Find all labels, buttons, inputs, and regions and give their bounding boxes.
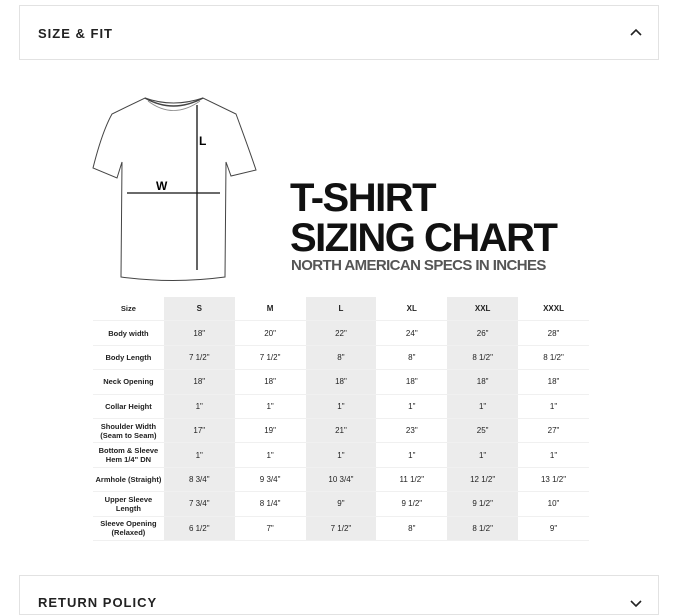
size-table: Size S M L XL XXL XXXL Body width 18" 20" 22" 24" 26… (93, 297, 589, 541)
table-cell: 11 1/2" (376, 467, 448, 493)
table-cell: 18" (376, 369, 448, 395)
table-cell: 18" (518, 369, 589, 395)
accordion-title: RETURN POLICY (38, 595, 158, 610)
table-cell: 6 1/2" (163, 516, 235, 541)
chevron-up (630, 28, 642, 36)
table-cell: 1" (447, 442, 519, 468)
table-cell: 8" (305, 345, 377, 371)
row-label: Sleeve Opening (Relaxed) (93, 516, 164, 541)
table-cell: M (234, 297, 306, 322)
table-cell: 8 1/2" (447, 345, 519, 371)
table-cell: 22" (305, 320, 377, 346)
table-cell: 26" (447, 320, 519, 346)
table-cell: 8 3/4" (163, 467, 235, 493)
table-row: Shoulder Width (Seam to Seam) 17" 19" 21" 23… (93, 418, 589, 444)
table-cell: 18" (163, 369, 235, 395)
table-cell: L (305, 297, 377, 322)
tshirt-diagram: W L (92, 97, 257, 281)
table-cell: XL (376, 297, 448, 322)
table-cell: 18" (234, 369, 306, 395)
table-cell: 23" (376, 418, 448, 444)
table-cell: 19" (234, 418, 306, 444)
accordion-header[interactable]: RETURN POLICY (19, 575, 659, 615)
table-row: Bottom & Sleeve Hem 1/4" DN 1" 1" 1" 1" 1" 1" (93, 442, 589, 468)
table-cell: S (163, 297, 235, 322)
chevron-down (630, 600, 642, 608)
row-label: Neck Opening (93, 369, 164, 395)
table-cell: 1" (305, 394, 377, 419)
row-label: Armhole (Straight) (93, 467, 164, 493)
table-cell: 9 1/2" (376, 491, 448, 517)
chart-title: SIZING CHART (290, 216, 558, 260)
table-cell: 20" (234, 320, 306, 346)
table-cell: 8 1/2" (447, 516, 519, 541)
table-cell: 7 3/4" (163, 491, 235, 517)
accordion-title: SIZE & FIT (38, 26, 113, 41)
table-cell: 1" (234, 442, 306, 468)
table-row: Neck Opening 18" 18" 18" 18" 18" 18" (93, 369, 589, 395)
chart-title: T-SHIRT (290, 176, 437, 220)
table-row: Body width 18" 20" 22" 24" 26" 28" (93, 320, 589, 346)
table-cell: 9" (305, 491, 377, 517)
table-cell: 18" (305, 369, 377, 395)
table-cell: 1" (518, 442, 589, 468)
table-cell: XXL (447, 297, 519, 322)
table-cell: 7 1/2" (163, 345, 235, 371)
row-label: Body width (93, 320, 164, 346)
table-row: Collar Height 1" 1" 1" 1" 1" 1" (93, 394, 589, 419)
table-row: Upper Sleeve Length 7 3/4" 8 1/4" 9" 9 1/2" 9… (93, 491, 589, 517)
row-label: Shoulder Width (Seam to Seam) (93, 418, 164, 444)
table-cell: 9 1/2" (447, 491, 519, 517)
table-cell: 1" (376, 394, 448, 419)
chart-subtitle: NORTH AMERICAN SPECS IN INCHES (291, 257, 546, 274)
table-row: Armhole (Straight) 8 3/4" 9 3/4" 10 3/4" 11 … (93, 467, 589, 493)
table-cell: 1" (163, 394, 235, 419)
table-cell: 9 3/4" (234, 467, 306, 493)
table-cell: 10 3/4" (305, 467, 377, 493)
table-cell: 13 1/2" (518, 467, 589, 493)
row-label: Upper Sleeve Length (93, 491, 164, 517)
table-row: Sleeve Opening (Relaxed) 6 1/2" 7" 7 1/2" 8"… (93, 516, 589, 541)
table-cell: 9" (518, 516, 589, 541)
row-label: Bottom & Sleeve Hem 1/4" DN (93, 442, 164, 468)
length-label: L (199, 134, 206, 148)
table-cell: 18" (447, 369, 519, 395)
table-cell: 28" (518, 320, 589, 346)
table-cell: 1" (518, 394, 589, 419)
table-cell: 1" (234, 394, 306, 419)
table-cell: 7 1/2" (234, 345, 306, 371)
row-label: Collar Height (93, 394, 164, 419)
table-cell: 7 1/2" (305, 516, 377, 541)
table-cell: 17" (163, 418, 235, 444)
table-cell: 21" (305, 418, 377, 444)
table-cell: 1" (163, 442, 235, 468)
table-row: Size S M L XL XXL XXXL (93, 297, 589, 322)
table-cell: 8" (376, 345, 448, 371)
row-label: Body Length (93, 345, 164, 371)
table-cell: 7" (234, 516, 306, 541)
table-cell: 8 1/4" (234, 491, 306, 517)
table-cell: 1" (447, 394, 519, 419)
row-label: Size (93, 297, 164, 322)
table-cell: 18" (163, 320, 235, 346)
table-cell: XXXL (518, 297, 589, 322)
table-cell: 12 1/2" (447, 467, 519, 493)
table-cell: 10" (518, 491, 589, 517)
table-cell: 24" (376, 320, 448, 346)
width-label: W (156, 179, 168, 193)
table-cell: 27" (518, 418, 589, 444)
table-row: Body Length 7 1/2" 7 1/2" 8" 8" 8 1/2" 8 1/2" (93, 345, 589, 371)
page: SIZE & FIT W L T-SHIRT SIZING CHART NORT… (19, 5, 659, 615)
table-cell: 8 1/2" (518, 345, 589, 371)
accordion-header[interactable]: SIZE & FIT (19, 5, 659, 60)
table-cell: 1" (305, 442, 377, 468)
table-cell: 8" (376, 516, 448, 541)
table-cell: 25" (447, 418, 519, 444)
table-cell: 1" (376, 442, 448, 468)
